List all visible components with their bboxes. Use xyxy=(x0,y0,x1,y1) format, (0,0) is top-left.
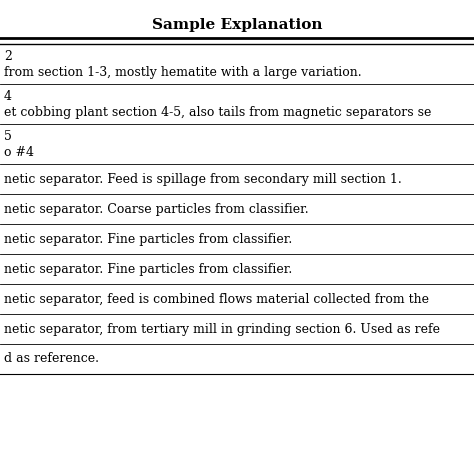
Text: from section 1-3, mostly hematite with a large variation.: from section 1-3, mostly hematite with a… xyxy=(4,66,362,79)
Text: netic separator. Coarse particles from classifier.: netic separator. Coarse particles from c… xyxy=(4,202,309,216)
Text: et cobbing plant section 4-5, also tails from magnetic separators se: et cobbing plant section 4-5, also tails… xyxy=(4,106,431,119)
Text: 5: 5 xyxy=(4,129,12,143)
Text: netic separator. Fine particles from classifier.: netic separator. Fine particles from cla… xyxy=(4,263,292,275)
Text: d as reference.: d as reference. xyxy=(4,353,99,365)
Text: netic separator, from tertiary mill in grinding section 6. Used as refe: netic separator, from tertiary mill in g… xyxy=(4,322,440,336)
Text: netic separator. Feed is spillage from secondary mill section 1.: netic separator. Feed is spillage from s… xyxy=(4,173,402,185)
Text: netic separator, feed is combined flows material collected from the: netic separator, feed is combined flows … xyxy=(4,292,429,306)
Text: netic separator. Fine particles from classifier.: netic separator. Fine particles from cla… xyxy=(4,233,292,246)
Text: Sample Explanation: Sample Explanation xyxy=(152,18,322,32)
Text: o #4: o #4 xyxy=(4,146,34,159)
Text: 4: 4 xyxy=(4,90,12,102)
Text: 2: 2 xyxy=(4,49,12,63)
